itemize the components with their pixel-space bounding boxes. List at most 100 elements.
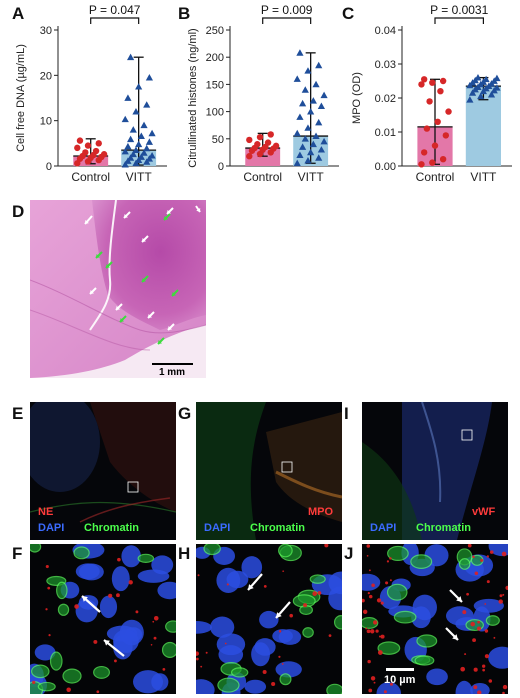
red-speck <box>328 634 332 637</box>
red-speck <box>108 593 113 598</box>
white-arrow-head <box>104 640 110 646</box>
chromatin-stain <box>279 673 292 686</box>
red-speck <box>365 627 368 630</box>
red-speck <box>196 657 199 661</box>
green-arrow-head <box>120 318 124 322</box>
red-speck <box>470 621 475 627</box>
red-speck <box>368 688 373 693</box>
data-point <box>304 156 312 164</box>
red-speck <box>378 635 381 638</box>
data-point <box>429 79 436 86</box>
data-point <box>301 86 309 93</box>
red-speck <box>476 626 482 631</box>
nucleus <box>278 629 302 645</box>
data-point <box>148 151 156 159</box>
nucleus <box>121 545 141 568</box>
fluorescence-panel-i: vWF DAPI Chromatin <box>362 402 508 540</box>
data-point <box>312 132 320 139</box>
category-label: VITT <box>470 170 497 184</box>
data-point <box>315 118 323 126</box>
data-point <box>129 126 137 133</box>
chromatin-stain <box>416 634 438 648</box>
category-label: VITT <box>126 170 153 184</box>
y-tick-label: 0.02 <box>375 93 396 105</box>
red-speck <box>317 591 322 595</box>
data-point <box>121 161 129 168</box>
data-point <box>127 154 135 161</box>
red-speck <box>197 574 200 577</box>
red-speck <box>74 604 79 609</box>
nucleus <box>412 594 437 621</box>
data-point <box>74 144 81 152</box>
chromatin-stain <box>49 651 63 671</box>
label-dapi-g: DAPI <box>204 522 231 534</box>
nucleus <box>34 644 56 661</box>
white-arrow-head <box>452 634 458 640</box>
red-speck <box>271 681 276 687</box>
red-speck <box>224 642 227 645</box>
fluorescence-i-image <box>362 402 508 540</box>
chromatin-stain <box>393 610 417 624</box>
nucleus <box>196 621 212 634</box>
red-speck <box>117 557 121 562</box>
p-value-label: P = 0.0031 <box>430 3 488 17</box>
data-point <box>140 121 148 129</box>
data-point <box>145 74 153 81</box>
fluorescence-j-image <box>362 544 508 694</box>
data-point <box>439 156 447 163</box>
data-point <box>299 99 307 107</box>
data-point <box>320 91 328 99</box>
red-speck <box>368 594 373 599</box>
nucleus <box>455 680 473 694</box>
red-speck <box>464 653 467 656</box>
nucleus <box>99 595 118 619</box>
red-speck <box>362 598 365 603</box>
green-arrow-head <box>106 264 110 268</box>
fluorescence-panel-e: NE DAPI Chromatin <box>30 402 176 540</box>
significance-bracket <box>90 17 140 24</box>
white-arrow-head <box>196 208 201 212</box>
nucleus <box>137 569 170 583</box>
red-speck <box>486 580 490 584</box>
p-value-label: P = 0.009 <box>261 3 313 17</box>
red-speck <box>486 555 489 558</box>
red-speck <box>263 584 267 588</box>
red-speck <box>370 629 375 634</box>
red-speck <box>462 610 467 615</box>
nucleus <box>244 679 267 694</box>
data-point <box>95 140 102 147</box>
fluorescence-h-image <box>196 544 342 694</box>
data-point <box>426 98 433 105</box>
chromatin-stain <box>386 583 408 601</box>
white-arrow-head <box>148 314 152 318</box>
y-tick-label: 0.00 <box>375 161 396 173</box>
label-dapi-i: DAPI <box>370 522 397 534</box>
y-tick-label: 150 <box>206 79 224 91</box>
data-point <box>468 89 477 96</box>
red-speck <box>32 680 36 685</box>
red-speck <box>370 676 376 681</box>
white-arrow-head <box>82 596 88 602</box>
fluorescence-f-image <box>30 544 176 694</box>
red-speck <box>499 594 503 598</box>
data-point <box>304 124 312 131</box>
panel-letter-b: B <box>178 4 191 23</box>
data-point <box>445 108 452 115</box>
data-point <box>135 83 143 90</box>
chromatin-stain <box>333 615 342 630</box>
chromatin-stain <box>37 681 56 692</box>
fluorescence-panel-g: MPO DAPI Chromatin <box>196 402 342 540</box>
red-speck <box>367 591 370 595</box>
data-point <box>477 92 485 100</box>
red-speck <box>502 593 505 596</box>
data-point <box>493 84 501 91</box>
red-speck <box>484 603 487 605</box>
red-speck <box>505 585 508 590</box>
zoom-box-g <box>281 461 293 473</box>
red-speck <box>498 599 503 604</box>
red-speck <box>502 684 508 690</box>
red-speck <box>324 544 329 548</box>
y-tick-label: 0.04 <box>375 25 396 37</box>
red-speck <box>375 629 379 633</box>
data-point <box>82 149 89 156</box>
